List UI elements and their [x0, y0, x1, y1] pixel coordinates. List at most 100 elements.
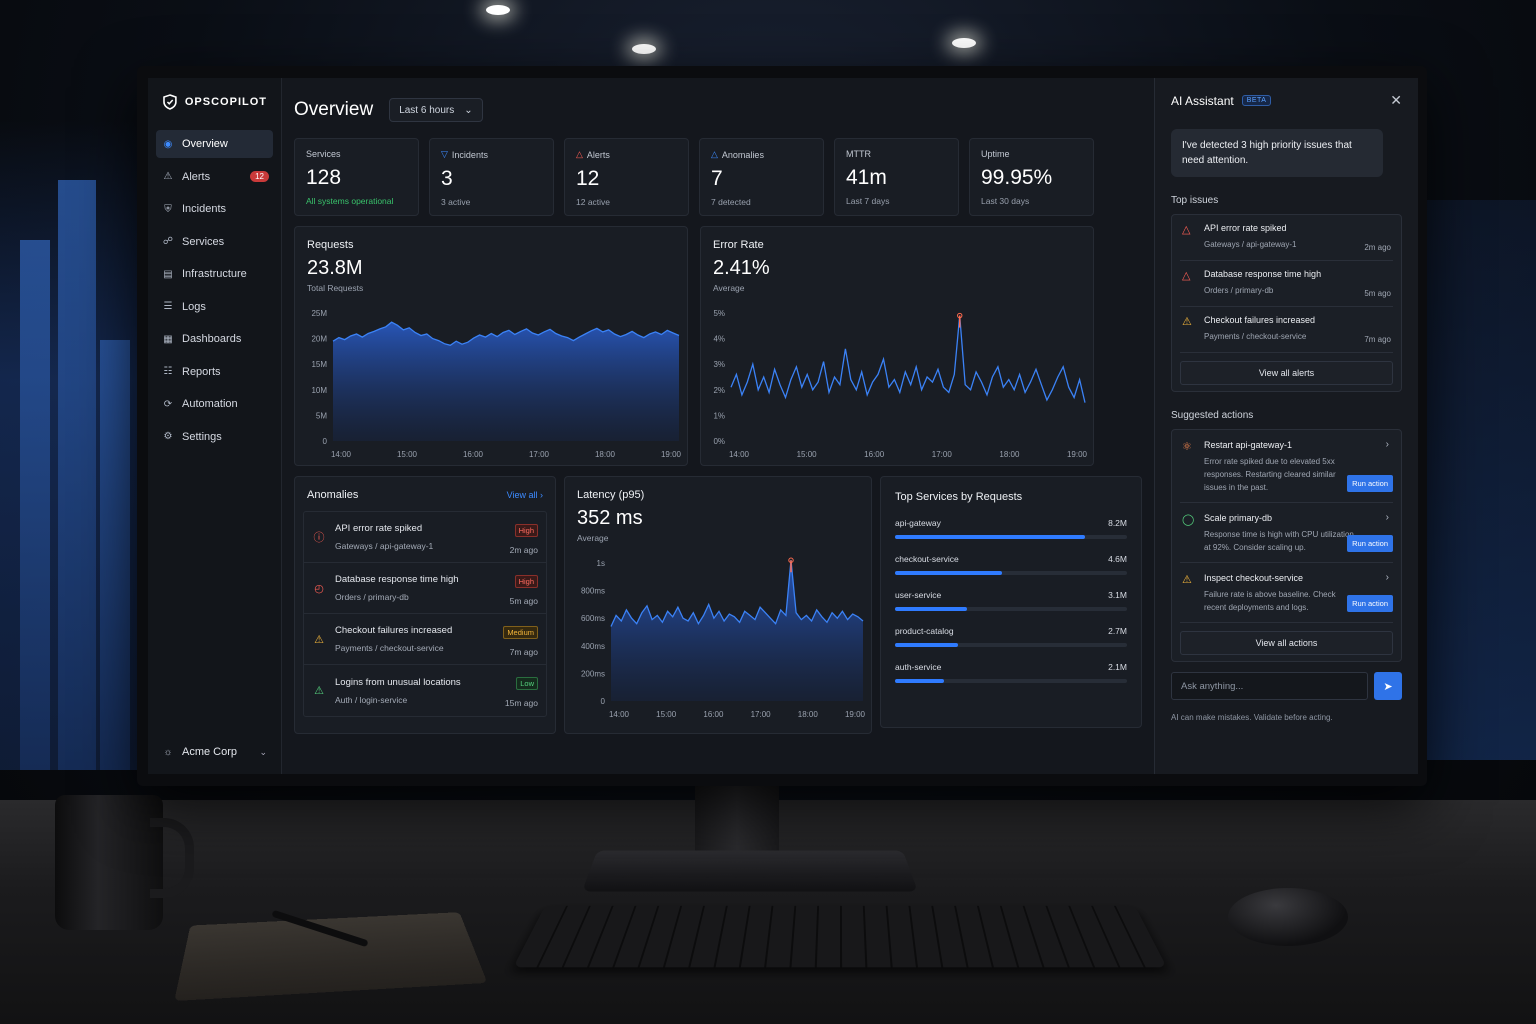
peak-marker[interactable]: [957, 312, 963, 319]
sidebar-item-label: Reports: [182, 365, 221, 378]
peak-marker[interactable]: [788, 557, 794, 563]
severity-badge: High: [514, 523, 538, 537]
service-name: auth-service: [895, 662, 942, 672]
error-rate-chart[interactable]: 0% 1% 2% 3% 4% 5% 14:00 15:00 16:00 17:00 18:00 19:…: [701, 305, 1095, 465]
sidebar-item-logs[interactable]: ☰ Logs: [156, 293, 273, 321]
stat-card-uptime[interactable]: Uptime 99.95% Last 30 days: [969, 138, 1094, 216]
stat-value: 7: [711, 167, 723, 190]
view-all-actions-button[interactable]: View all actions: [1180, 631, 1393, 655]
list-item[interactable]: △ Database response time high Orders / pr…: [1180, 261, 1393, 307]
y-tick-label: 5%: [713, 309, 725, 318]
run-action-button[interactable]: Run action: [1347, 475, 1393, 492]
stat-card-alerts[interactable]: △ Alerts 12 12 active: [564, 138, 689, 216]
y-tick-label: 0%: [713, 437, 725, 446]
stat-sub: Last 7 days: [846, 196, 890, 206]
list-item[interactable]: ⚠ Inspect checkout-service Failure rate i…: [1180, 563, 1393, 623]
card-sub: Average: [577, 533, 609, 543]
time-range-select[interactable]: Last 6 hours ⌄: [389, 98, 483, 122]
list-item[interactable]: ⓘ API error rate spiked Gateways / api-ga…: [304, 512, 546, 563]
y-tick-label: 200ms: [581, 669, 605, 678]
service-name: product-catalog: [895, 626, 954, 636]
card-title: Latency (p95): [577, 489, 645, 501]
gear-icon: ⚙: [163, 431, 173, 442]
view-all-alerts-button[interactable]: View all alerts: [1180, 361, 1393, 385]
list-item[interactable]: ⚛ Restart api-gateway-1 Error rate spiked…: [1180, 430, 1393, 503]
list-item[interactable]: ⚠ Logins from unusual locations Auth / lo…: [304, 665, 546, 716]
stat-card-incidents[interactable]: ▽ Incidents 3 3 active: [429, 138, 554, 216]
sidebar-item-infrastructure[interactable]: ▤ Infrastructure: [156, 260, 273, 288]
y-tick-label: 20M: [311, 335, 327, 344]
card-title: Requests: [307, 239, 354, 251]
list-item[interactable]: ◴ Database response time high Orders / pr…: [304, 563, 546, 614]
report-icon: ☷: [163, 366, 173, 377]
x-tick-label: 14:00: [609, 710, 630, 719]
service-bar-row[interactable]: user-service 3.1M: [895, 590, 1127, 611]
list-item[interactable]: ⚠ Checkout failures increased Payments / …: [304, 614, 546, 665]
stat-card-mttr[interactable]: MTTR 41m Last 7 days: [834, 138, 959, 216]
suggested-actions-list: ⚛ Restart api-gateway-1 Error rate spiked…: [1171, 429, 1402, 662]
ai-title: AI Assistant: [1171, 93, 1234, 108]
anomaly-time: 2m ago: [509, 544, 538, 555]
list-item[interactable]: ⚠ Checkout failures increased Payments / …: [1180, 307, 1393, 353]
stat-card-services[interactable]: Services 128 All systems operational: [294, 138, 419, 216]
ai-message: I've detected 3 high priority issues tha…: [1171, 129, 1383, 177]
sidebar-item-reports[interactable]: ☷ Reports: [156, 358, 273, 386]
y-tick-label: 2%: [713, 386, 725, 395]
anomaly-title: Logins from unusual locations: [335, 676, 461, 688]
sidebar-item-incidents[interactable]: ⛨ Incidents: [156, 195, 273, 223]
anomaly-title: API error rate spiked: [335, 523, 423, 534]
chevron-right-icon[interactable]: ›: [1385, 572, 1389, 583]
doc-icon: ☰: [163, 301, 173, 312]
sidebar-item-alerts[interactable]: ⚠ Alerts 12: [156, 163, 273, 191]
service-bar-row[interactable]: auth-service 2.1M: [895, 662, 1127, 683]
requests-chart[interactable]: 0 5M 10M 15M 20M 25M 14:00 15:00 16:00 17:00 18:00…: [295, 305, 689, 465]
run-action-button[interactable]: Run action: [1347, 595, 1393, 612]
x-tick-label: 18:00: [595, 450, 616, 459]
sidebar-item-services[interactable]: ☍ Services: [156, 228, 273, 256]
error-icon: ⓘ: [313, 532, 325, 544]
grid-icon: ▦: [163, 333, 173, 345]
view-all-anomalies-link[interactable]: View all ›: [506, 490, 543, 500]
sidebar-item-label: Overview: [182, 138, 228, 150]
chevron-right-icon[interactable]: ›: [1385, 439, 1389, 450]
sidebar-item-label: Alerts: [182, 170, 211, 183]
series-area: [333, 322, 679, 441]
sidebar-item-automation[interactable]: ⟳ Automation: [156, 390, 273, 418]
y-tick-label: 600ms: [581, 614, 605, 623]
requests-card: Requests 23.8M Total Requests 0 5M 10M 15M 2…: [294, 226, 688, 466]
stat-sub: 7 detected: [711, 197, 751, 207]
sidebar: OPSCOPILOT ◉ Overview ⚠ Alerts 12 ⛨ Incident…: [148, 78, 282, 774]
anomalies-card: Anomalies View all › ⓘ API error rate sp…: [294, 476, 556, 734]
sidebar-item-label: Dashboards: [182, 333, 242, 345]
service-bar-row[interactable]: checkout-service 4.6M: [895, 554, 1127, 575]
x-tick-label: 17:00: [932, 450, 953, 459]
service-bar-row[interactable]: api-gateway 8.2M: [895, 518, 1127, 539]
sidebar-item-dashboards[interactable]: ▦ Dashboards: [156, 325, 273, 353]
x-tick-label: 15:00: [797, 450, 818, 459]
service-bar: [895, 607, 967, 611]
org-switcher[interactable]: ☼ Acme Corp ⌄: [156, 746, 273, 758]
send-icon[interactable]: ➤: [1374, 672, 1402, 700]
top-issues-label: Top issues: [1171, 195, 1219, 206]
x-tick-label: 14:00: [331, 450, 352, 459]
run-action-button[interactable]: Run action: [1347, 535, 1393, 552]
service-bar-track: [895, 679, 1127, 683]
latency-chart[interactable]: 0 200ms 400ms 600ms 800ms 1s 14:00 15:00 16:00 17…: [565, 555, 873, 725]
list-item[interactable]: △ API error rate spiked Gateways / api-ga…: [1180, 215, 1393, 261]
chevron-right-icon[interactable]: ›: [1385, 512, 1389, 523]
bottom-row: Anomalies View all › ⓘ API error rate sp…: [294, 476, 1142, 734]
brand[interactable]: OPSCOPILOT: [156, 90, 273, 130]
beta-badge: BETA: [1241, 95, 1272, 106]
sidebar-item-settings[interactable]: ⚙ Settings: [156, 423, 273, 451]
stat-value: 41m: [846, 166, 887, 189]
stat-card-anomalies[interactable]: △ Anomalies 7 7 detected: [699, 138, 824, 216]
anomaly-source: Payments / checkout-service: [335, 643, 444, 653]
list-item[interactable]: ◯ Scale primary-db Response time is high …: [1180, 503, 1393, 563]
sidebar-item-overview[interactable]: ◉ Overview: [156, 130, 273, 158]
close-icon[interactable]: ✕: [1390, 92, 1402, 108]
service-bar-row[interactable]: product-catalog 2.7M: [895, 626, 1127, 647]
service-name: checkout-service: [895, 554, 959, 564]
ask-input[interactable]: Ask anything...: [1171, 672, 1368, 700]
card-title: Error Rate: [713, 239, 764, 251]
